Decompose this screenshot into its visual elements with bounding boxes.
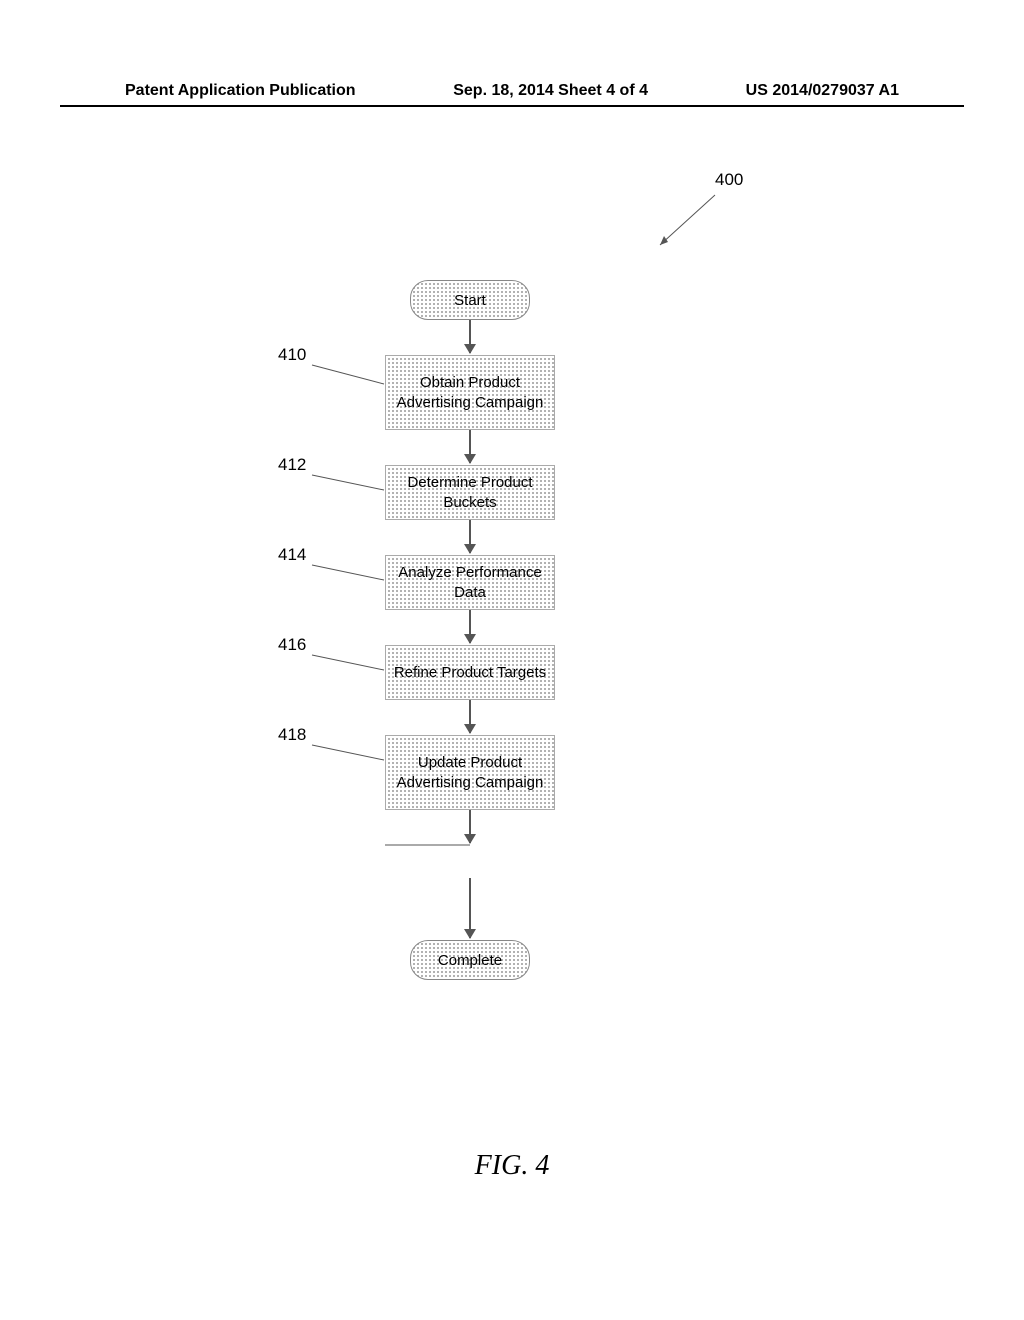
process-412-label: Determine Product Buckets xyxy=(392,473,548,512)
arrow-1 xyxy=(469,430,471,463)
header-right: US 2014/0279037 A1 xyxy=(746,82,899,100)
arrow-3 xyxy=(469,610,471,643)
arrow-2 xyxy=(469,520,471,553)
ref-416: 416 xyxy=(278,635,306,655)
process-414-label: Analyze Performance Data xyxy=(392,563,548,602)
arrow-5 xyxy=(469,810,471,843)
terminal-complete-label: Complete xyxy=(438,952,502,969)
ref-main: 400 xyxy=(715,170,743,190)
terminal-start: Start xyxy=(410,280,530,320)
ref-410: 410 xyxy=(278,345,306,365)
process-416-label: Refine Product Targets xyxy=(394,663,546,683)
process-410-label: Obtain Product Advertising Campaign xyxy=(392,373,548,412)
figure-caption: FIG. 4 xyxy=(0,1150,1024,1182)
header-left: Patent Application Publication xyxy=(125,82,356,100)
process-418-label: Update Product Advertising Campaign xyxy=(392,753,548,792)
header-center: Sep. 18, 2014 Sheet 4 of 4 xyxy=(453,82,648,100)
ref-418: 418 xyxy=(278,725,306,745)
terminal-start-label: Start xyxy=(454,292,486,309)
process-414: Analyze Performance Data xyxy=(385,555,555,610)
arrow-0 xyxy=(469,320,471,353)
arrow-6 xyxy=(469,878,471,938)
process-410: Obtain Product Advertising Campaign xyxy=(385,355,555,430)
flowchart-diagram: 400 Start Obtain Product Advertising Cam… xyxy=(0,150,1024,1050)
ref-414: 414 xyxy=(278,545,306,565)
ref-412: 412 xyxy=(278,455,306,475)
arrow-4 xyxy=(469,700,471,733)
terminal-complete: Complete xyxy=(410,940,530,980)
process-412: Determine Product Buckets xyxy=(385,465,555,520)
header-divider xyxy=(60,105,964,107)
process-416: Refine Product Targets xyxy=(385,645,555,700)
process-418: Update Product Advertising Campaign xyxy=(385,735,555,810)
header: Patent Application Publication Sep. 18, … xyxy=(0,82,1024,100)
